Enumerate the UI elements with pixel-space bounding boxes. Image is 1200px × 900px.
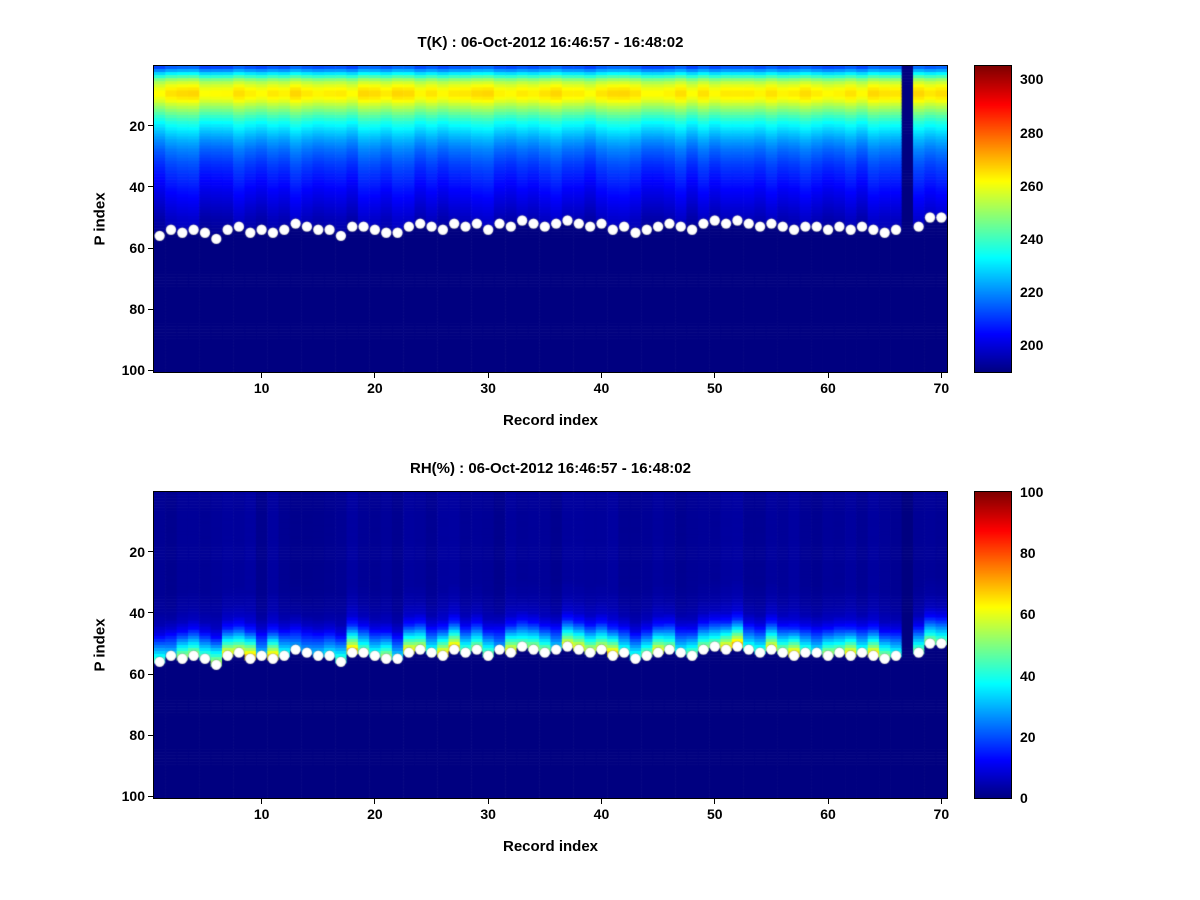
y-tick-label: 80 <box>129 727 145 744</box>
y-tick-mark <box>148 247 153 249</box>
x-tick-mark <box>487 373 489 378</box>
x-tick-mark <box>827 373 829 378</box>
y-tick-label: 40 <box>129 178 145 195</box>
colorbar-tick-label: 40 <box>1020 667 1036 684</box>
y-tick-mark <box>148 734 153 736</box>
y-tick-label: 100 <box>121 362 145 379</box>
colorbar-tick-label: 100 <box>1020 484 1044 500</box>
temperature-ylabel: P index <box>91 192 109 246</box>
x-tick-mark <box>374 799 376 804</box>
y-tick-label: 20 <box>129 543 145 560</box>
x-tick-mark <box>374 373 376 378</box>
x-tick-label: 60 <box>820 380 836 396</box>
x-tick-mark <box>600 373 602 378</box>
y-tick-mark <box>148 673 153 675</box>
colorbar-tick-label: 260 <box>1020 177 1044 194</box>
y-tick-mark <box>148 186 153 188</box>
x-tick-mark <box>940 799 942 804</box>
humidity-title: RH(%) : 06-Oct-2012 16:46:57 - 16:48:02 <box>410 460 691 477</box>
x-tick-mark <box>940 373 942 378</box>
humidity-xlabel: Record index <box>502 838 599 855</box>
x-tick-label: 60 <box>820 806 836 822</box>
colorbar-tick-label: 0 <box>1020 790 1028 806</box>
y-tick-label: 60 <box>129 240 145 257</box>
x-tick-mark <box>261 373 263 378</box>
humidity-heatmap-canvas <box>154 492 947 798</box>
x-tick-mark <box>714 373 716 378</box>
temperature-xlabel: Record index <box>502 412 599 429</box>
colorbar-tick-label: 200 <box>1020 337 1044 354</box>
colorbar-tick-label: 280 <box>1020 124 1044 141</box>
colorbar-tick-label: 240 <box>1020 230 1044 247</box>
y-tick-label: 100 <box>121 788 145 805</box>
y-tick-label: 40 <box>129 604 145 621</box>
colorbar-tick-label: 20 <box>1020 728 1036 745</box>
y-tick-mark <box>148 125 153 127</box>
y-tick-mark <box>148 612 153 614</box>
x-tick-label: 50 <box>706 806 723 822</box>
x-tick-mark <box>487 799 489 804</box>
x-tick-mark <box>827 799 829 804</box>
y-tick-label: 60 <box>129 666 145 683</box>
x-tick-mark <box>261 799 263 804</box>
temperature-heatmap-canvas <box>154 66 947 372</box>
y-tick-label: 20 <box>129 117 145 134</box>
x-tick-label: 20 <box>367 806 383 822</box>
colorbar-tick-label: 60 <box>1020 606 1036 623</box>
y-tick-label: 80 <box>129 301 145 318</box>
colorbar-tick-label: 220 <box>1020 284 1044 301</box>
temperature-colorbar-canvas <box>975 66 1011 372</box>
x-tick-label: 50 <box>706 380 723 396</box>
y-tick-mark <box>148 795 153 797</box>
x-tick-label: 70 <box>933 806 950 822</box>
x-tick-label: 40 <box>593 806 610 822</box>
x-tick-label: 10 <box>253 806 270 822</box>
humidity-ylabel: P index <box>91 618 109 672</box>
x-tick-label: 40 <box>593 380 610 396</box>
y-tick-mark <box>148 308 153 310</box>
x-tick-label: 20 <box>367 380 383 396</box>
temperature-title: T(K) : 06-Oct-2012 16:46:57 - 16:48:02 <box>417 34 684 51</box>
colorbar-tick-label: 80 <box>1020 545 1036 562</box>
y-tick-mark <box>148 369 153 371</box>
x-tick-mark <box>714 799 716 804</box>
colorbar-tick-label: 300 <box>1020 71 1044 88</box>
x-tick-label: 70 <box>933 380 950 396</box>
x-tick-label: 10 <box>253 380 270 396</box>
x-tick-label: 30 <box>480 380 496 396</box>
y-tick-mark <box>148 551 153 553</box>
humidity-colorbar-canvas <box>975 492 1011 798</box>
x-tick-mark <box>600 799 602 804</box>
x-tick-label: 30 <box>480 806 496 822</box>
